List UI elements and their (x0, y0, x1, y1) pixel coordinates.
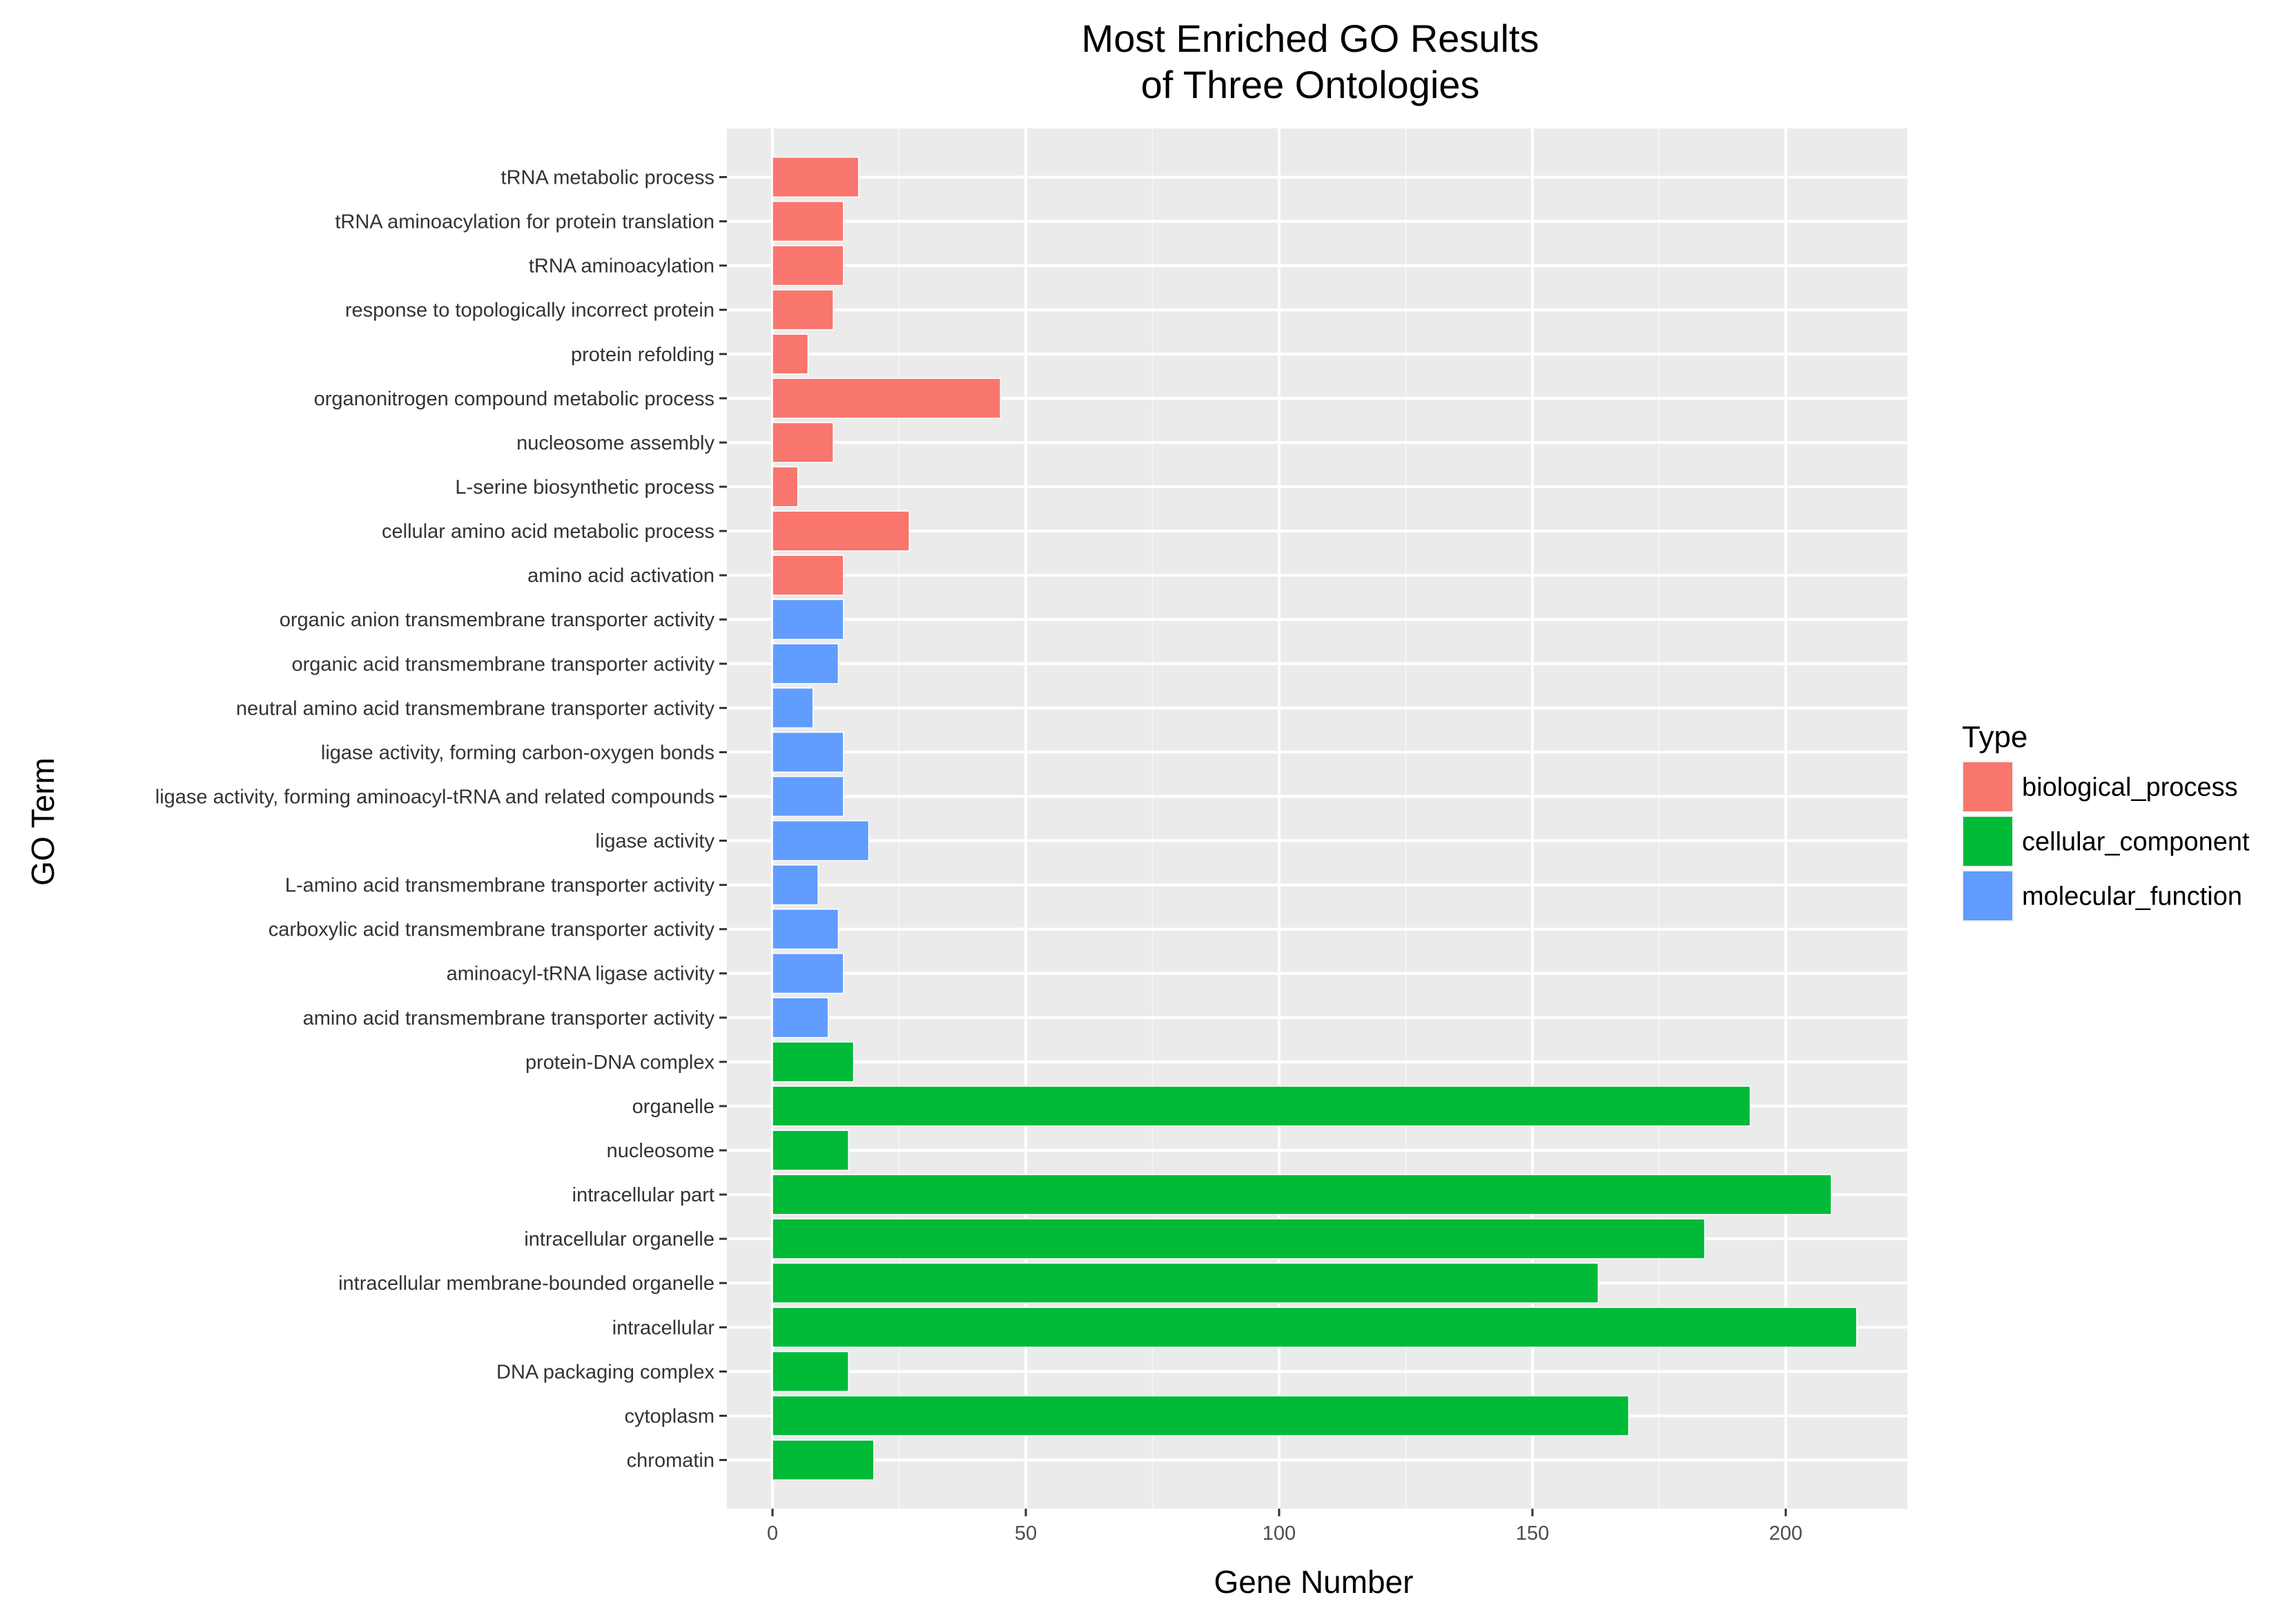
chart-title-line-2: of Three Ontologies (1141, 63, 1480, 106)
y-tick-label: ligase activity, forming aminoacyl-tRNA … (155, 786, 714, 808)
bar-cytoplasm (772, 1395, 1630, 1437)
bar-organelle (772, 1085, 1751, 1127)
y-tick-label: response to topologically incorrect prot… (345, 300, 714, 322)
bar-ligase-activity-forming-carbon-oxygen-bonds (772, 731, 844, 773)
y-tick-label: tRNA aminoacylation (529, 255, 714, 278)
x-tick-label: 150 (1516, 1522, 1549, 1545)
x-axis: 0 50 100 150 200 (767, 1509, 1802, 1545)
bar-l-amino-acid-transmembrane-transporter-activity (772, 864, 819, 906)
bar-ligase-activity-forming-aminoacyl-trna-and-related-compounds (772, 775, 844, 818)
legend: Type biological_process cellular_componen… (1962, 720, 2250, 922)
y-tick-label: aminoacyl-tRNA ligase activity (447, 963, 715, 985)
y-tick-label: nucleosome (607, 1140, 714, 1162)
y-tick-label: chromatin (627, 1450, 714, 1472)
bar-carboxylic-acid-transmembrane-transporter-activity (772, 909, 839, 950)
y-tick-label: tRNA aminoacylation for protein translat… (335, 211, 714, 233)
y-tick-label: L-serine biosynthetic process (455, 476, 714, 499)
y-tick-label: neutral amino acid transmembrane transpo… (236, 697, 715, 719)
bar-ligase-activity (772, 820, 870, 862)
bar-organonitrogen-compound-metabolic-process (772, 378, 1002, 419)
bar-protein-dna-complex (772, 1041, 855, 1083)
bar-trna-aminoacylation-for-protein-translation (772, 200, 844, 242)
y-tick-label: ligase activity, forming carbon-oxygen b… (321, 742, 714, 764)
legend-label: biological_process (2022, 773, 2238, 802)
y-tick-label: DNA packaging complex (496, 1361, 714, 1383)
bar-intracellular-organelle (772, 1218, 1706, 1259)
y-axis: tRNA metabolic process tRNA aminoacylatio… (155, 166, 727, 1472)
y-tick-label: cellular amino acid metabolic process (382, 521, 714, 543)
y-tick-label: amino acid transmembrane transporter act… (303, 1007, 715, 1029)
y-tick-label: carboxylic acid transmembrane transporte… (269, 919, 715, 941)
y-tick-label: intracellular part (572, 1184, 714, 1206)
bar-dna-packaging-complex (772, 1351, 849, 1392)
y-tick-label: protein refolding (571, 344, 714, 366)
y-tick-label: organic anion transmembrane transporter … (280, 609, 715, 631)
bar-intracellular-part (772, 1174, 1832, 1215)
legend-label: molecular_function (2022, 882, 2242, 911)
x-tick-label: 200 (1769, 1522, 1802, 1545)
bar-trna-metabolic-process (772, 156, 859, 198)
chart-title-line-1: Most Enriched GO Results (1082, 17, 1539, 60)
legend-key-cellular-component (1963, 817, 2012, 866)
bar-amino-acid-activation (772, 554, 844, 596)
bar-response-to-topologically-incorrect-protein (772, 289, 834, 331)
y-tick-label: intracellular organelle (524, 1228, 714, 1250)
y-tick-label: amino acid activation (527, 565, 714, 587)
bar-amino-acid-transmembrane-transporter-activity (772, 997, 829, 1038)
y-tick-label: tRNA metabolic process (501, 166, 714, 188)
y-tick-label: intracellular (612, 1317, 715, 1339)
bar-nucleosome (772, 1130, 849, 1171)
bar-intracellular (772, 1306, 1858, 1348)
y-tick-label: protein-DNA complex (525, 1052, 714, 1074)
legend-label: cellular_component (2022, 828, 2250, 857)
y-tick-label: L-amino acid transmembrane transporter a… (285, 875, 715, 897)
y-tick-label: nucleosome assembly (516, 432, 714, 454)
bar-trna-aminoacylation (772, 245, 844, 287)
legend-title: Type (1962, 720, 2027, 754)
bars-layer (772, 156, 1858, 1481)
x-axis-title: Gene Number (1214, 1564, 1414, 1600)
bar-cellular-amino-acid-metabolic-process (772, 510, 910, 552)
y-tick-label: intracellular membrane-bounded organelle (338, 1273, 714, 1295)
bar-protein-refolding (772, 333, 809, 375)
bar-neutral-amino-acid-transmembrane-transporter-activity (772, 687, 814, 728)
y-tick-label: organonitrogen compound metabolic proces… (314, 388, 714, 410)
y-tick-label: organic acid transmembrane transporter a… (292, 653, 715, 675)
y-tick-label: cytoplasm (624, 1405, 714, 1427)
bar-intracellular-membrane-bounded-organelle (772, 1262, 1599, 1304)
x-tick-label: 50 (1015, 1522, 1037, 1545)
bar-nucleosome-assembly (772, 422, 834, 463)
y-tick-label: ligase activity (596, 831, 715, 853)
y-axis-title: GO Term (25, 757, 61, 886)
x-tick-label: 0 (767, 1522, 778, 1545)
bar-l-serine-biosynthetic-process (772, 466, 799, 507)
y-tick-label: organelle (632, 1096, 714, 1118)
legend-key-molecular-function (1963, 871, 2012, 920)
legend-key-biological-process (1963, 762, 2012, 811)
x-tick-label: 100 (1263, 1522, 1296, 1545)
bar-organic-anion-transmembrane-transporter-activity (772, 599, 844, 640)
bar-aminoacyl-trna-ligase-activity (772, 953, 844, 994)
bar-chromatin (772, 1439, 875, 1481)
bar-organic-acid-transmembrane-transporter-activity (772, 643, 839, 684)
